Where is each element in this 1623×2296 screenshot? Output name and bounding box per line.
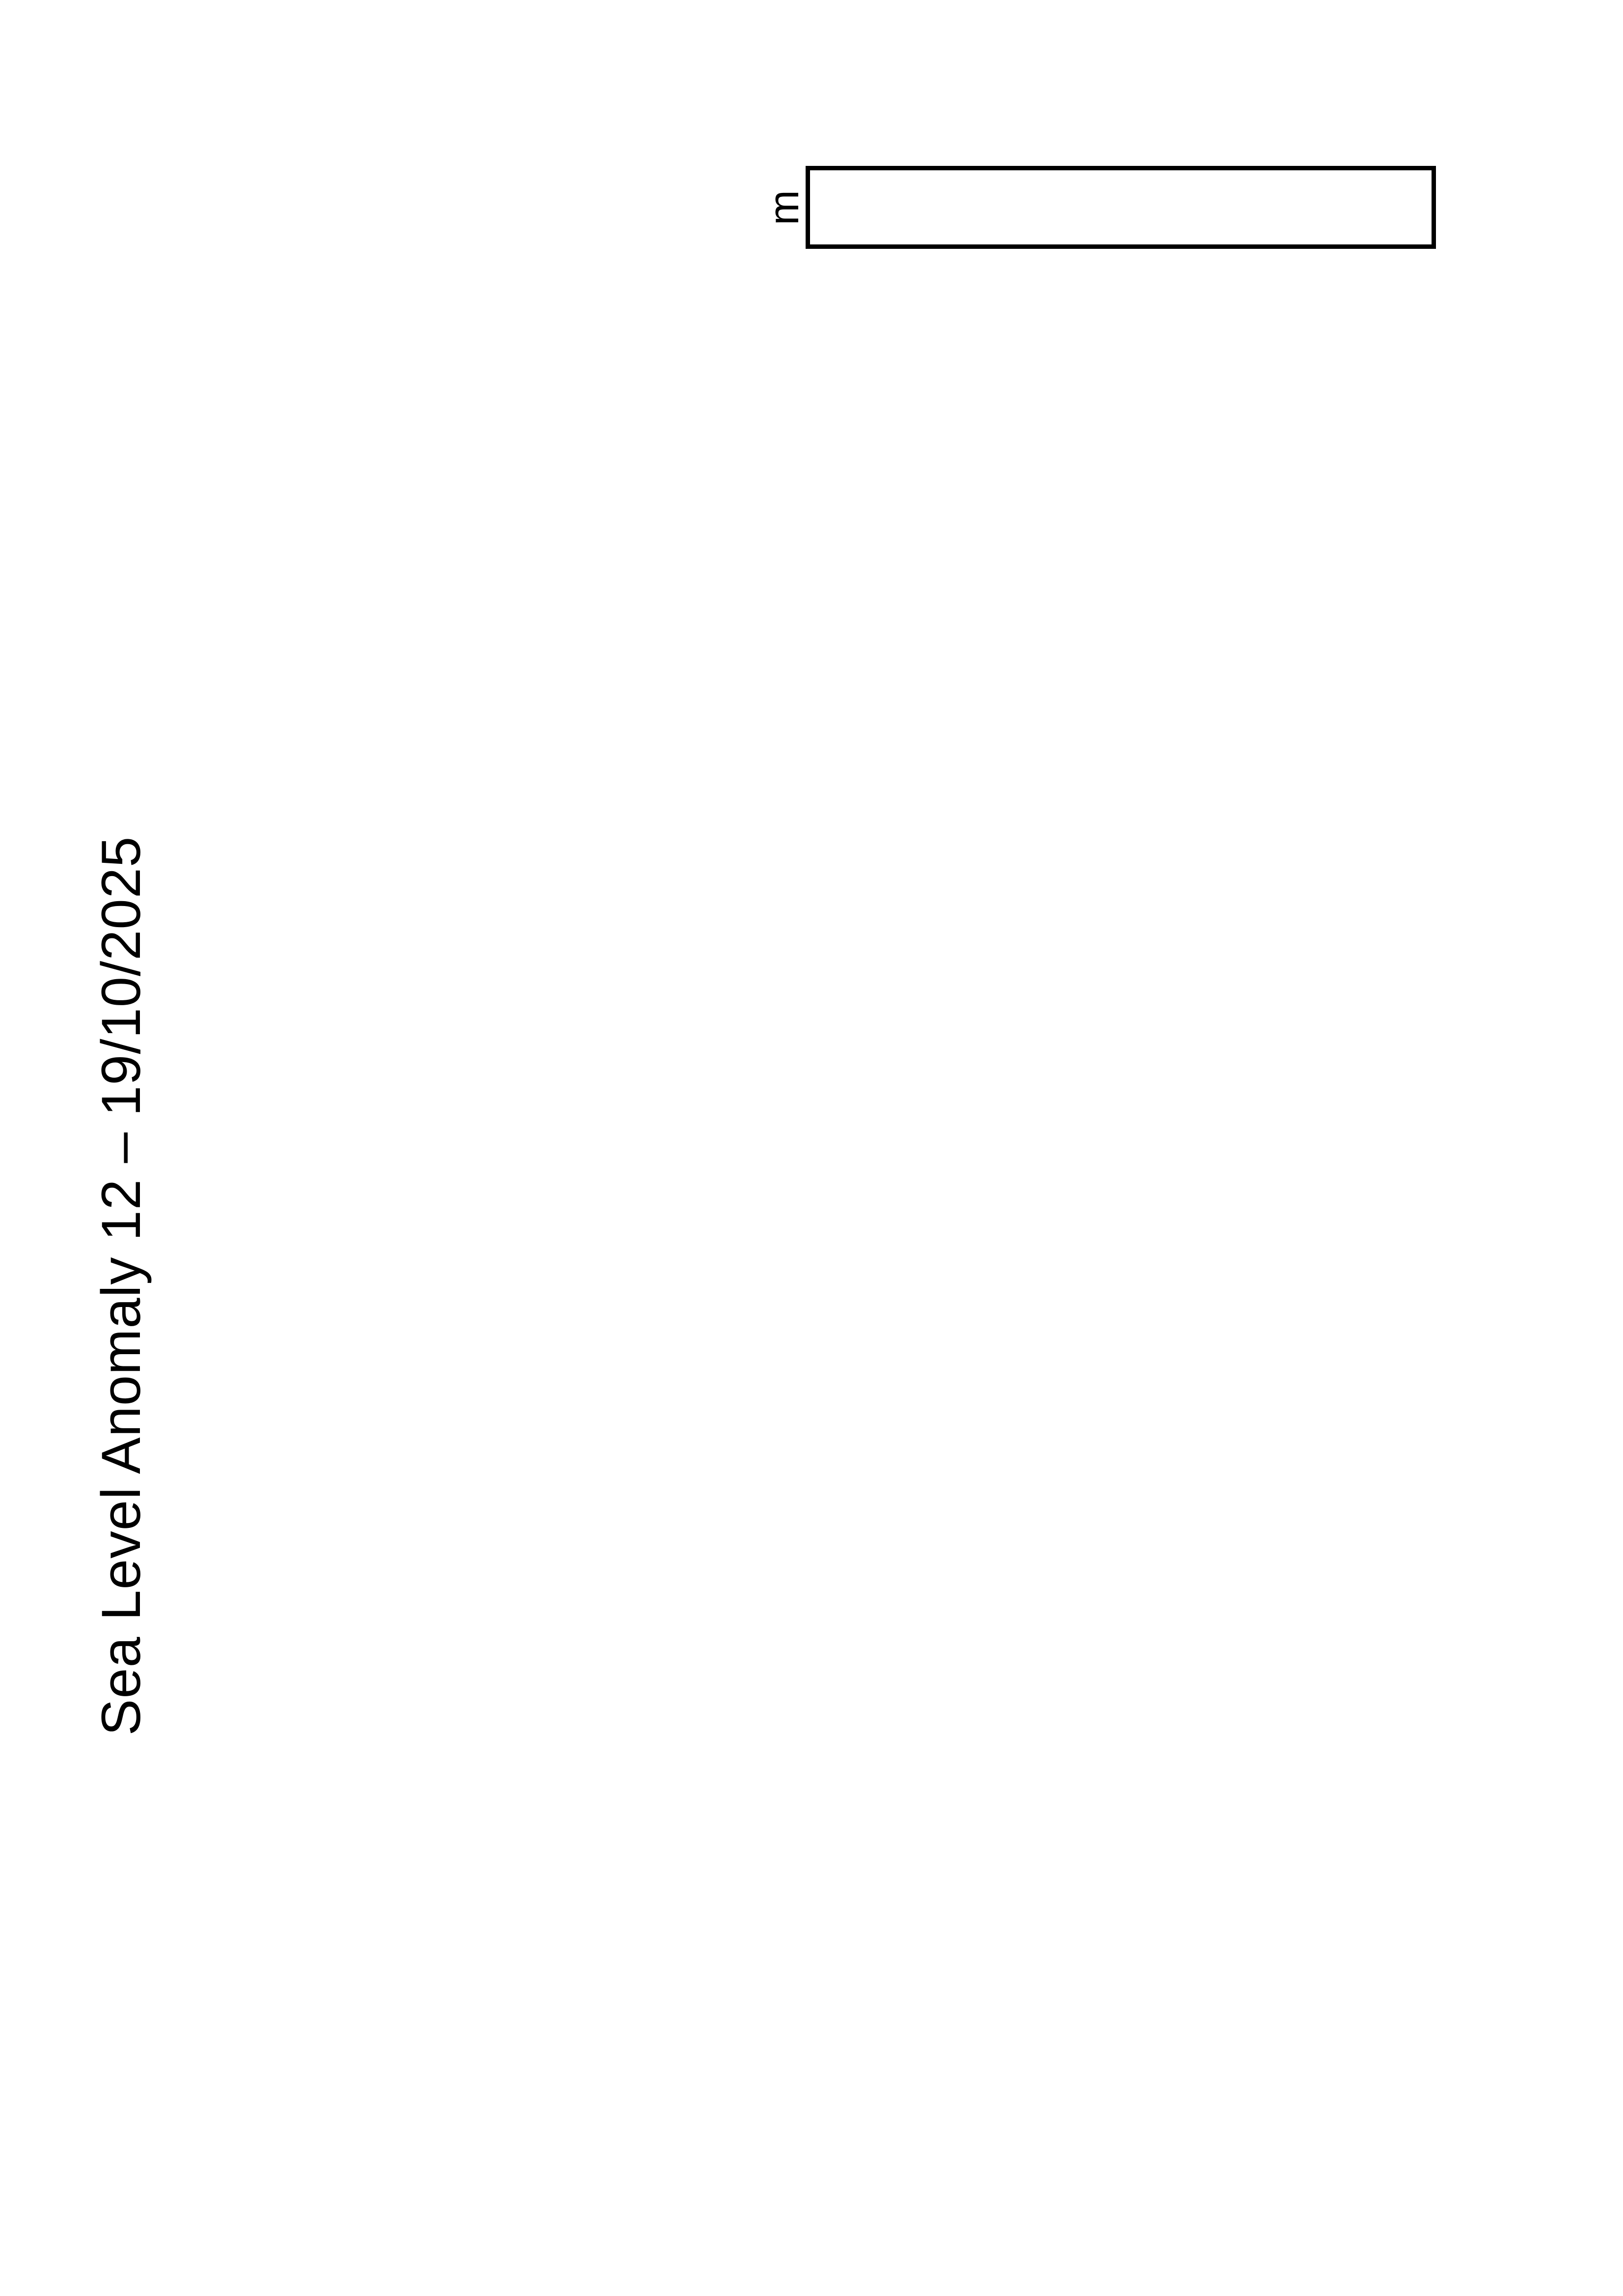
colorbar-unit-label: m bbox=[760, 190, 808, 225]
colorbar bbox=[806, 166, 1436, 249]
